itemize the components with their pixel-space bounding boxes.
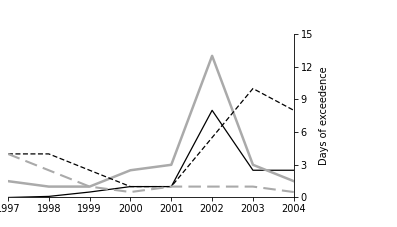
Line: Brisbane: Brisbane	[8, 110, 294, 197]
Melbourne	[6, 153, 10, 155]
Y-axis label: Days of exceedence: Days of exceedence	[319, 67, 329, 165]
Perth	[46, 169, 51, 172]
Sydney	[169, 163, 173, 166]
Brisbane	[291, 169, 296, 172]
Sydney	[210, 54, 214, 57]
Sydney	[6, 180, 10, 183]
Melbourne	[169, 185, 173, 188]
Brisbane	[210, 109, 214, 112]
Sydney	[87, 185, 92, 188]
Melbourne	[128, 185, 133, 188]
Perth	[251, 185, 255, 188]
Perth	[210, 185, 214, 188]
Brisbane	[6, 196, 10, 199]
Sydney	[46, 185, 51, 188]
Melbourne	[87, 169, 92, 172]
Brisbane	[128, 185, 133, 188]
Melbourne	[46, 153, 51, 155]
Perth	[291, 191, 296, 193]
Sydney	[291, 180, 296, 183]
Perth	[87, 185, 92, 188]
Melbourne	[251, 87, 255, 90]
Sydney	[128, 169, 133, 172]
Line: Perth: Perth	[8, 154, 294, 192]
Brisbane	[87, 191, 92, 193]
Brisbane	[251, 169, 255, 172]
Melbourne	[291, 109, 296, 112]
Sydney	[251, 163, 255, 166]
Line: Melbourne: Melbourne	[8, 89, 294, 187]
Perth	[6, 153, 10, 155]
Perth	[128, 191, 133, 193]
Perth	[169, 185, 173, 188]
Brisbane	[46, 195, 51, 198]
Line: Sydney: Sydney	[8, 56, 294, 187]
Melbourne	[210, 136, 214, 139]
Brisbane	[169, 185, 173, 188]
